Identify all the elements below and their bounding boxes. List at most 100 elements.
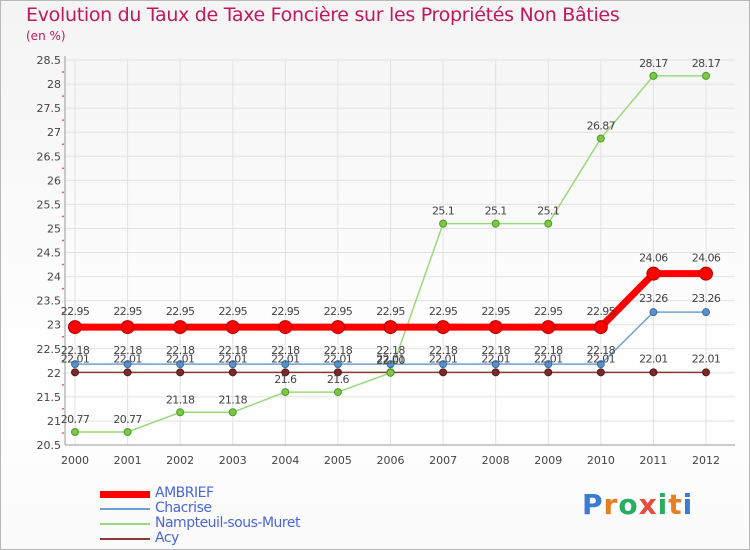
proxiti-logo: Proxiti bbox=[582, 488, 693, 521]
y-tick-label: 22.5 bbox=[37, 343, 62, 356]
data-label-ambrief: 22.95 bbox=[113, 305, 142, 318]
data-label-nampteuil-sous-muret: 22.00 bbox=[376, 354, 405, 367]
data-point-ambrief bbox=[646, 266, 661, 281]
data-point-nampteuil-sous-muret bbox=[491, 219, 500, 228]
y-minor-tick bbox=[62, 311, 64, 314]
data-point-nampteuil-sous-muret bbox=[702, 71, 710, 80]
data-point-chacrise bbox=[702, 308, 710, 317]
data-point-chacrise bbox=[281, 360, 290, 369]
x-tick-label: 2004 bbox=[271, 454, 299, 467]
data-label-chacrise: 22.18 bbox=[324, 344, 353, 357]
data-point-chacrise bbox=[386, 360, 395, 369]
data-point-ambrief bbox=[541, 320, 556, 335]
x-tick-label: 2011 bbox=[639, 454, 667, 467]
data-point-ambrief bbox=[330, 320, 345, 335]
data-label-nampteuil-sous-muret: 20.77 bbox=[113, 413, 142, 426]
data-point-nampteuil-sous-muret bbox=[176, 408, 185, 417]
data-point-nampteuil-sous-muret bbox=[71, 428, 79, 437]
legend-swatch bbox=[100, 490, 150, 498]
x-tick-label: 2006 bbox=[377, 454, 405, 467]
data-point-nampteuil-sous-muret bbox=[333, 388, 342, 397]
y-minor-tick bbox=[62, 408, 64, 410]
data-label-nampteuil-sous-muret: 21.6 bbox=[274, 373, 297, 386]
data-point-acy bbox=[333, 368, 342, 377]
logo-letter: o bbox=[618, 488, 639, 521]
data-point-acy bbox=[71, 368, 79, 377]
data-label-ambrief: 22.95 bbox=[271, 305, 300, 318]
data-point-acy bbox=[596, 368, 605, 377]
x-tick-label: 2005 bbox=[324, 454, 352, 467]
data-label-chacrise: 22.18 bbox=[481, 344, 510, 357]
data-point-ambrief bbox=[436, 320, 451, 335]
y-tick-label: 20.5 bbox=[37, 439, 62, 452]
y-minor-tick bbox=[62, 263, 64, 266]
y-tick-label: 26.5 bbox=[37, 150, 62, 163]
legend-swatch bbox=[100, 523, 150, 525]
data-point-chacrise bbox=[333, 360, 342, 369]
logo-letter: r bbox=[603, 488, 619, 521]
data-point-acy bbox=[649, 368, 658, 377]
data-point-acy bbox=[228, 368, 237, 377]
data-point-acy bbox=[439, 368, 448, 377]
data-label-chacrise: 22.18 bbox=[219, 344, 248, 357]
data-point-chacrise bbox=[491, 360, 500, 369]
data-label-ambrief: 22.95 bbox=[376, 305, 405, 318]
y-minor-tick bbox=[62, 215, 64, 218]
data-label-nampteuil-sous-muret: 25.1 bbox=[537, 205, 559, 218]
data-label-acy: 22.01 bbox=[481, 352, 510, 365]
y-tick-label: 25.5 bbox=[37, 198, 62, 211]
y-tick-label: 24.5 bbox=[37, 247, 62, 260]
data-label-acy: 22.01 bbox=[534, 352, 563, 365]
y-axis-unit: (en %) bbox=[26, 29, 66, 43]
y-minor-tick bbox=[62, 191, 64, 194]
legend-label: Acy bbox=[155, 530, 179, 546]
x-tick-label: 2012 bbox=[692, 454, 720, 467]
data-label-nampteuil-sous-muret: 25.1 bbox=[485, 205, 507, 218]
x-tick-label: 2003 bbox=[219, 454, 247, 467]
y-tick-label: 27 bbox=[47, 126, 61, 139]
data-point-acy bbox=[281, 368, 290, 377]
x-tick-label: 2000 bbox=[61, 454, 89, 467]
data-label-acy: 22.01 bbox=[429, 352, 458, 365]
data-point-nampteuil-sous-muret bbox=[649, 71, 658, 80]
legend-label: AMBRIEF bbox=[155, 485, 214, 501]
data-label-nampteuil-sous-muret: 21.18 bbox=[219, 393, 248, 406]
data-point-ambrief bbox=[173, 320, 188, 335]
y-tick-label: 26 bbox=[47, 174, 61, 187]
data-label-ambrief: 22.95 bbox=[219, 305, 248, 318]
data-label-chacrise: 22.18 bbox=[61, 344, 90, 357]
logo-letter: i bbox=[657, 488, 669, 521]
data-point-nampteuil-sous-muret bbox=[281, 388, 290, 397]
x-tick-label: 2002 bbox=[166, 454, 194, 467]
y-tick-label: 28 bbox=[47, 78, 61, 91]
data-label-ambrief: 22.95 bbox=[481, 305, 510, 318]
data-label-acy: 22.01 bbox=[324, 352, 353, 365]
data-label-chacrise: 22.18 bbox=[271, 344, 300, 357]
data-label-chacrise: 23.26 bbox=[639, 292, 668, 305]
data-point-nampteuil-sous-muret bbox=[386, 368, 395, 377]
data-label-ambrief: 22.95 bbox=[587, 305, 616, 318]
data-label-nampteuil-sous-muret: 26.87 bbox=[587, 119, 616, 132]
legend-label: Nampteuil-sous-Muret bbox=[155, 515, 300, 531]
chart-data-labels: 22.95 22.95 22.95 22.95 22.95 22.95 22.95 22.95… bbox=[61, 57, 722, 426]
x-tick-label: 2001 bbox=[114, 454, 142, 467]
data-label-acy: 22.01 bbox=[587, 352, 616, 365]
data-label-chacrise: 22.18 bbox=[376, 344, 405, 357]
data-point-chacrise bbox=[228, 360, 237, 369]
y-tick-label: 23 bbox=[47, 319, 61, 332]
data-label-nampteuil-sous-muret: 21.6 bbox=[327, 373, 350, 386]
data-point-ambrief bbox=[278, 320, 293, 335]
y-minor-tick bbox=[62, 383, 64, 386]
data-label-chacrise: 22.18 bbox=[587, 344, 616, 357]
data-label-ambrief: 22.95 bbox=[166, 305, 195, 318]
data-label-acy: 22.01 bbox=[271, 352, 300, 365]
data-label-acy: 22.01 bbox=[692, 352, 721, 365]
logo-letter: x bbox=[638, 488, 658, 521]
chart-axes: 20.5 21 21.5 22 22.5 23 23.5 24 24.5 25 25.5 26 26.5… bbox=[37, 54, 735, 467]
data-label-chacrise: 22.18 bbox=[534, 344, 563, 357]
data-point-chacrise bbox=[123, 360, 132, 369]
data-point-ambrief bbox=[68, 320, 82, 335]
data-point-acy bbox=[123, 368, 132, 377]
data-label-ambrief: 22.95 bbox=[324, 305, 353, 318]
